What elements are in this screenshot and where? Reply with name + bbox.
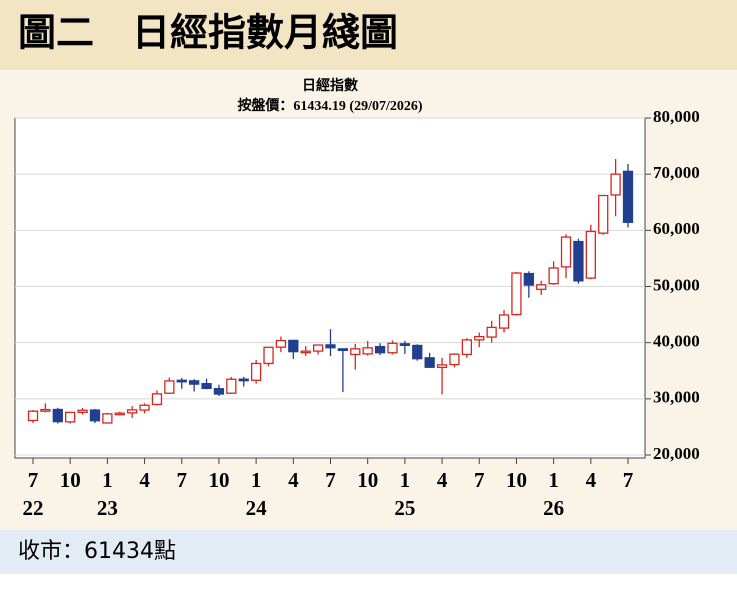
x-tick-label: 4 bbox=[288, 468, 299, 492]
candle-body bbox=[498, 314, 510, 329]
y-tick-label: 40,000 bbox=[653, 332, 700, 351]
candle-body bbox=[114, 412, 125, 416]
x-tick-label: 7 bbox=[28, 468, 39, 492]
candle-body bbox=[610, 173, 621, 196]
candle-body bbox=[213, 388, 225, 395]
x-tick-label: 7 bbox=[325, 468, 336, 492]
candle-body bbox=[474, 336, 485, 341]
y-tick-label: 20,000 bbox=[653, 444, 700, 463]
footer-text: 收市：61434點 bbox=[18, 539, 176, 564]
candle-body bbox=[449, 353, 460, 366]
header-title: 圖二 日經指數月綫圖 bbox=[18, 13, 398, 55]
candle-body bbox=[424, 357, 435, 368]
candle-body bbox=[536, 284, 547, 290]
candle-body bbox=[436, 364, 448, 369]
chart-title: 日經指數 bbox=[302, 77, 358, 94]
candle-body bbox=[275, 339, 287, 348]
y-tick-label: 60,000 bbox=[653, 219, 700, 238]
candle-body bbox=[511, 272, 522, 316]
x-tick-label: 7 bbox=[474, 468, 485, 492]
candle-body bbox=[263, 346, 274, 365]
candle-body bbox=[52, 408, 63, 423]
candle-body bbox=[374, 345, 386, 354]
x-tick-label: 10 bbox=[208, 468, 229, 492]
x-tick-label: 10 bbox=[357, 468, 378, 492]
candle-body bbox=[176, 379, 187, 383]
candle-body bbox=[461, 339, 473, 356]
y-tick-label: 30,000 bbox=[653, 388, 700, 407]
x-tick-label: 1 bbox=[548, 468, 559, 492]
candle-body bbox=[350, 348, 361, 356]
x-tick-label: 4 bbox=[437, 468, 448, 492]
candle-body bbox=[27, 410, 39, 422]
x-year-label: 22 bbox=[23, 496, 44, 520]
candle-body bbox=[151, 393, 163, 406]
candle-body bbox=[387, 342, 398, 354]
x-tick-label: 4 bbox=[586, 468, 597, 492]
candle-body bbox=[164, 380, 175, 394]
x-year-label: 25 bbox=[394, 496, 415, 520]
candle-body bbox=[89, 409, 101, 422]
candle-body bbox=[523, 272, 534, 286]
candle-body bbox=[598, 194, 609, 234]
x-tick-label: 1 bbox=[102, 468, 113, 492]
candle-body bbox=[288, 339, 299, 353]
chart-subtitle: 按盤價：61434.19 (29/07/2026) bbox=[237, 97, 422, 114]
x-tick-label: 7 bbox=[623, 468, 634, 492]
x-year-label: 24 bbox=[246, 496, 268, 520]
candle-body bbox=[560, 236, 572, 268]
x-tick-label: 10 bbox=[506, 468, 527, 492]
candle-body bbox=[548, 267, 559, 285]
candle-body bbox=[573, 240, 584, 282]
y-tick-label: 70,000 bbox=[653, 163, 700, 182]
candle-body bbox=[77, 409, 88, 413]
candle-body bbox=[238, 378, 249, 382]
y-tick-label: 50,000 bbox=[653, 275, 700, 294]
candle-body bbox=[102, 413, 113, 424]
candle-body bbox=[486, 326, 497, 338]
candle-body bbox=[226, 378, 237, 394]
x-tick-label: 1 bbox=[400, 468, 411, 492]
candle-body bbox=[139, 404, 150, 411]
candle-body bbox=[585, 230, 596, 279]
candle-body bbox=[127, 409, 138, 414]
candle-body bbox=[325, 344, 336, 349]
x-year-label: 26 bbox=[543, 496, 564, 520]
candle-body bbox=[412, 344, 423, 360]
candle-body bbox=[201, 383, 212, 390]
candle-body bbox=[188, 380, 200, 385]
x-tick-label: 4 bbox=[139, 468, 150, 492]
candle-body bbox=[65, 411, 76, 423]
x-year-label: 23 bbox=[97, 496, 118, 520]
header-band bbox=[0, 0, 737, 70]
x-tick-label: 1 bbox=[251, 468, 262, 492]
candle-body bbox=[40, 408, 51, 412]
candle-body bbox=[399, 343, 411, 346]
candle-body bbox=[362, 347, 373, 355]
candle-body bbox=[622, 170, 634, 223]
plot-area bbox=[14, 117, 646, 459]
candle-body bbox=[250, 362, 262, 381]
x-tick-label: 7 bbox=[177, 468, 188, 492]
y-tick-label: 80,000 bbox=[653, 107, 700, 126]
candle-body bbox=[337, 348, 349, 351]
footer-band bbox=[0, 530, 737, 574]
x-tick-label: 10 bbox=[60, 468, 81, 492]
candle-body bbox=[312, 344, 324, 352]
candle-body bbox=[300, 350, 311, 354]
